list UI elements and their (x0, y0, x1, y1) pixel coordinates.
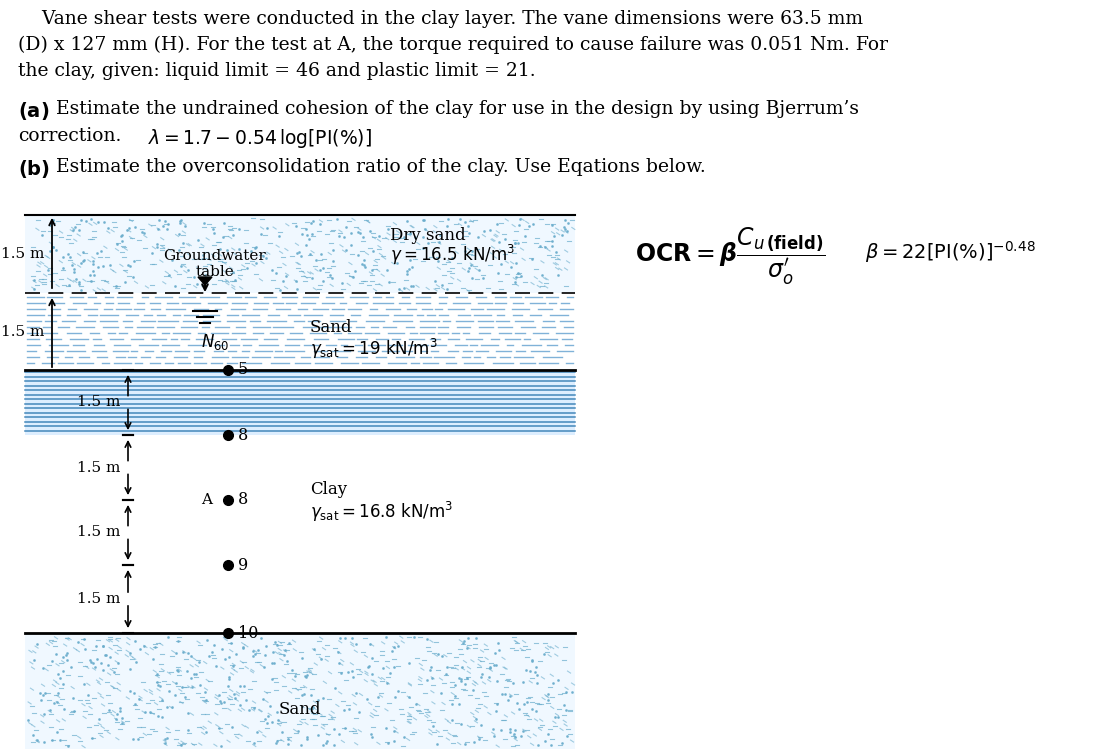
Text: $N_{60}$: $N_{60}$ (200, 332, 229, 352)
Text: 8: 8 (238, 426, 248, 443)
Text: Clay: Clay (310, 482, 347, 499)
Text: correction.: correction. (18, 127, 121, 145)
Text: the clay, given: liquid limit = 46 and plastic limit = 21.: the clay, given: liquid limit = 46 and p… (18, 62, 535, 80)
Polygon shape (198, 277, 212, 285)
Text: $\bf{(b)}$: $\bf{(b)}$ (18, 158, 51, 180)
Text: table: table (196, 265, 235, 279)
Bar (25, 435, 575, 633)
Bar (25, 215, 575, 293)
Text: Sand: Sand (310, 318, 352, 336)
Text: Groundwater: Groundwater (164, 249, 266, 263)
Bar (25, 293, 575, 370)
Text: Estimate the overconsolidation ratio of the clay. Use Eqations below.: Estimate the overconsolidation ratio of … (50, 158, 706, 176)
Text: 5: 5 (238, 362, 248, 378)
Text: Sand: Sand (279, 702, 321, 718)
Text: 9: 9 (238, 557, 248, 574)
Text: $\beta = 22[\mathrm{PI}(\%)]^{-0.48}$: $\beta = 22[\mathrm{PI}(\%)]^{-0.48}$ (865, 239, 1036, 265)
Text: Dry sand: Dry sand (390, 226, 466, 243)
Text: $\gamma_\mathrm{sat} = 16.8\ \mathrm{kN/m^3}$: $\gamma_\mathrm{sat} = 16.8\ \mathrm{kN/… (310, 500, 453, 524)
Text: A: A (201, 493, 212, 507)
Text: Estimate the undrained cohesion of the clay for use in the design by using Bjerr: Estimate the undrained cohesion of the c… (50, 100, 859, 118)
Text: 1.5 m: 1.5 m (1, 324, 44, 339)
Bar (25, 370, 575, 435)
Text: $\gamma_\mathrm{sat} = 19\ \mathrm{kN/m^3}$: $\gamma_\mathrm{sat} = 19\ \mathrm{kN/m^… (310, 337, 437, 361)
Text: $\bf{(a)}$: $\bf{(a)}$ (18, 100, 50, 122)
Text: $\gamma = 16.5\ \mathrm{kN/m^3}$: $\gamma = 16.5\ \mathrm{kN/m^3}$ (390, 243, 515, 267)
Text: 8: 8 (238, 491, 248, 509)
Text: 1.5 m: 1.5 m (77, 592, 120, 606)
Text: 1.5 m: 1.5 m (77, 395, 120, 410)
Text: 1.5 m: 1.5 m (77, 461, 120, 475)
Text: 1.5 m: 1.5 m (1, 247, 44, 261)
Bar (25, 633, 575, 749)
Text: $\mathbf{OCR} = \boldsymbol{\beta}\dfrac{C_{u\,\mathbf{(field)}}}{\sigma_o^{\pri: $\mathbf{OCR} = \boldsymbol{\beta}\dfrac… (635, 225, 826, 287)
Text: 10: 10 (238, 625, 259, 641)
Text: Vane shear tests were conducted in the clay layer. The vane dimensions were 63.5: Vane shear tests were conducted in the c… (18, 10, 863, 28)
Text: $\lambda = 1.7 - 0.54\,\log[\mathrm{PI}(\%)]$: $\lambda = 1.7 - 0.54\,\log[\mathrm{PI}(… (148, 127, 372, 150)
Text: (D) x 127 mm (H). For the test at A, the torque required to cause failure was 0.: (D) x 127 mm (H). For the test at A, the… (18, 36, 889, 54)
Text: 1.5 m: 1.5 m (77, 526, 120, 539)
